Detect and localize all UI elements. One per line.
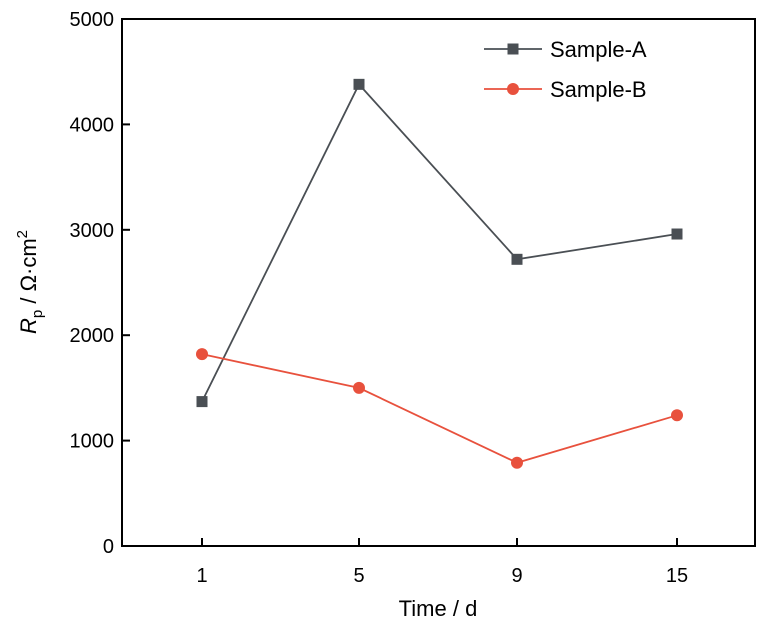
y-tick-label: 0 — [103, 536, 114, 558]
legend-marker-square — [507, 43, 519, 55]
y-tick-label: 5000 — [70, 9, 115, 31]
data-point-square — [671, 228, 683, 240]
data-point-square — [196, 396, 208, 408]
data-point-circle — [671, 409, 683, 422]
legend: Sample-A Sample-B — [484, 37, 647, 102]
x-axis-title: Time / d — [399, 596, 478, 621]
legend-marker-circle — [507, 83, 519, 95]
y-axis-symbol: R — [16, 318, 41, 334]
data-point-circle — [511, 456, 523, 469]
x-tick-label: 15 — [666, 565, 688, 587]
series-line — [201, 353, 678, 464]
data-point-square — [511, 253, 523, 265]
y-tick-label: 2000 — [70, 325, 115, 347]
y-axis-subscript: p — [29, 310, 46, 318]
y-axis-unit: / Ω·cm — [16, 238, 41, 309]
axes — [121, 18, 756, 547]
data-point-square — [353, 78, 365, 90]
legend-label: Sample-A — [550, 37, 647, 62]
y-tick-label: 4000 — [70, 114, 115, 136]
y-tick-label: 1000 — [70, 431, 115, 453]
series-group — [196, 78, 683, 469]
y-axis-unit-power: 2 — [14, 230, 31, 238]
y-axis-title: Rp / Ω·cm2 — [14, 230, 46, 334]
data-point-circle — [353, 381, 365, 394]
series-sample-b — [196, 348, 683, 469]
x-tick-label: 5 — [353, 565, 364, 587]
x-tick-label: 1 — [196, 565, 207, 587]
x-tick-label: 9 — [511, 565, 522, 587]
plot-frame — [121, 18, 756, 547]
y-axis-ticks: 0 1000 2000 3000 4000 5000 — [70, 9, 130, 558]
legend-label: Sample-B — [550, 77, 647, 102]
data-point-circle — [196, 348, 208, 361]
x-axis-ticks: 1 5 9 15 — [196, 538, 688, 587]
y-tick-label: 3000 — [70, 220, 115, 242]
series-sample-a — [196, 78, 683, 408]
series-line — [201, 82, 678, 403]
